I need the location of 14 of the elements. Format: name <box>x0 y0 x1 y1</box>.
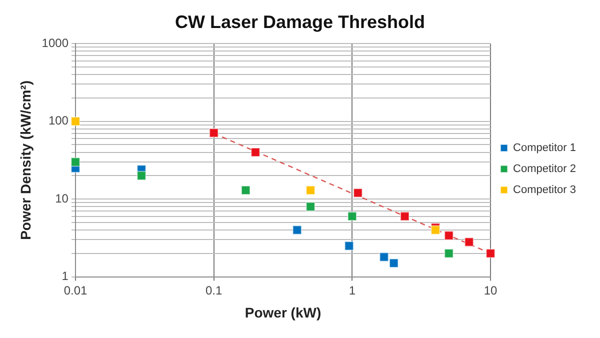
x-tick-label: 1 <box>348 283 356 298</box>
y-axis-title: Power Density (kW/cm²) <box>17 80 34 240</box>
x-tick-label: 10 <box>484 283 498 298</box>
x-tick-label: 0.01 <box>64 283 88 298</box>
y-tick-label: 100 <box>48 114 69 128</box>
x-axis-title: Power (kW) <box>244 304 322 320</box>
legend-label: Competitor 3 <box>513 184 576 196</box>
y-tick-label: 1 <box>62 269 69 284</box>
y-tick-label: 10 <box>55 191 69 206</box>
x-tick-label: 0.1 <box>205 283 223 298</box>
legend-label: Competitor 1 <box>513 142 576 154</box>
chart-title: CW Laser Damage Threshold <box>174 12 426 32</box>
legend-label: Competitor 2 <box>513 163 576 176</box>
y-tick-label: 1000 <box>42 36 69 50</box>
